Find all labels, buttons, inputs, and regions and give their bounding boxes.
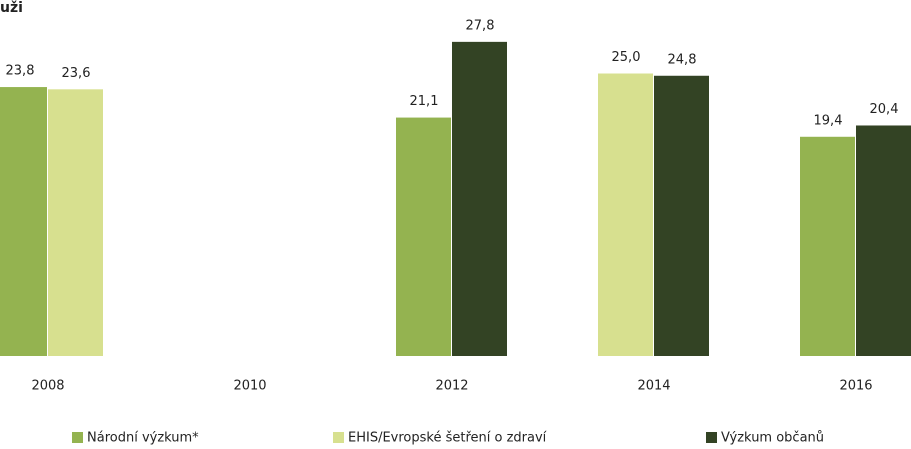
legend-swatch xyxy=(72,432,83,443)
value-label: 23,6 xyxy=(62,66,91,81)
bar xyxy=(856,125,911,356)
x-tick-label: 2008 xyxy=(31,379,64,394)
legend-swatch xyxy=(333,432,344,443)
x-tick-label: 2010 xyxy=(233,379,266,394)
bar xyxy=(452,41,507,357)
bar xyxy=(396,117,451,356)
bar xyxy=(654,75,709,356)
bar xyxy=(0,87,47,356)
bar xyxy=(598,73,653,356)
x-tick-label: 2016 xyxy=(839,379,872,394)
legend-label: Národní výzkum* xyxy=(87,431,199,446)
value-label: 21,1 xyxy=(410,94,439,109)
value-label: 23,8 xyxy=(6,64,35,79)
bar xyxy=(800,136,855,356)
value-label: 27,8 xyxy=(466,18,495,33)
value-label: 19,4 xyxy=(814,113,843,128)
value-label: 25,0 xyxy=(612,50,641,65)
legend-label: EHIS/Evropské šetření o zdraví xyxy=(348,431,547,446)
value-label: 20,4 xyxy=(870,102,899,117)
value-label: 24,8 xyxy=(668,52,697,67)
legend-swatch xyxy=(706,432,717,443)
legend-label: Výzkum občanů xyxy=(721,431,824,446)
x-tick-label: 2014 xyxy=(637,379,670,394)
chart-title: uži xyxy=(0,0,23,16)
x-tick-label: 2012 xyxy=(435,379,468,394)
bar xyxy=(48,89,103,356)
